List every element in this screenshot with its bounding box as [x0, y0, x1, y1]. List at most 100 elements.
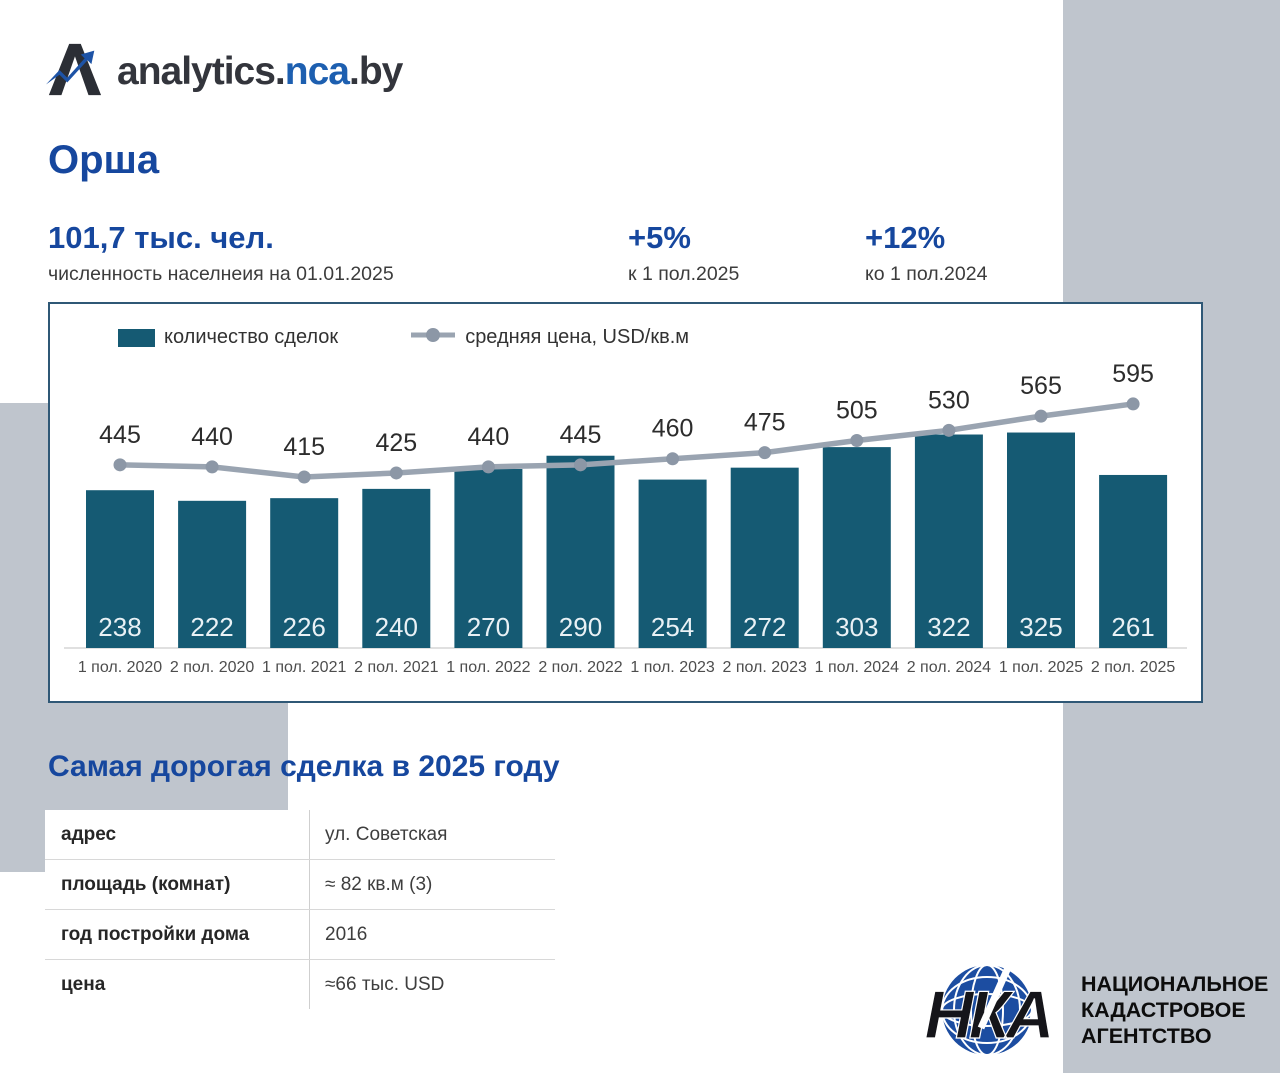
line-value-label: 445: [560, 421, 602, 449]
brand-logo: analytics.nca.by: [45, 40, 403, 103]
deal-table: адрес ул. Советская площадь (комнат) ≈ 82 к…: [45, 810, 555, 1009]
row-value: ≈66 тыс. USD: [325, 973, 445, 995]
line-series-marker-icon: [410, 326, 456, 349]
bar-series-swatch-icon: [118, 328, 155, 347]
x-tick-label: 2 пол. 2022: [538, 659, 622, 676]
line-value-label: 445: [99, 421, 141, 449]
chart-legend: количество сделок средняя цена, USD/кв.м: [118, 326, 689, 349]
line-point: [666, 452, 680, 466]
line-point: [389, 466, 403, 480]
bar: [270, 498, 339, 648]
table-row: цена ≈66 тыс. USD: [45, 959, 555, 1009]
stat-population-label: численность населнеия на 01.01.2025: [48, 263, 394, 285]
x-tick-label: 1 пол. 2024: [815, 659, 899, 676]
line-point: [850, 433, 864, 447]
brand-text-analytics: analytics.: [117, 49, 286, 93]
bar: [822, 447, 891, 648]
line-point: [481, 460, 495, 474]
bar-value-label: 303: [835, 612, 878, 642]
line-value-label: 460: [652, 415, 694, 443]
bar: [454, 468, 523, 648]
bar: [362, 488, 431, 648]
bar: [546, 455, 615, 648]
table-row: площадь (комнат) ≈ 82 кв.м (3): [45, 859, 555, 909]
bar: [1007, 432, 1075, 648]
table-row: адрес ул. Советская: [45, 810, 555, 859]
legend-label-price: средняя цена, USD/кв.м: [465, 326, 690, 348]
x-tick-label: 1 пол. 2022: [446, 659, 530, 676]
brand-name: analytics.nca.by: [117, 49, 403, 94]
bar-value-label: 222: [190, 612, 233, 642]
bar-value-label: 226: [283, 612, 326, 642]
x-tick-label: 2 пол. 2021: [354, 659, 438, 676]
line-point: [205, 460, 219, 474]
line-point: [113, 458, 127, 472]
line-value-label: 440: [468, 423, 510, 451]
agency-name: НАЦИОНАЛЬНОЕ КАДАСТРОВОЕ АГЕНТСТВО: [1081, 971, 1268, 1049]
bar-value-label: 240: [375, 612, 418, 642]
price-line: [119, 401, 1134, 480]
line-point: [1126, 397, 1140, 411]
line-value-label: 415: [283, 433, 325, 461]
agency-name-line: АГЕНТСТВО: [1081, 1023, 1212, 1048]
stat-population: 101,7 тыс. чел. численность населнеия на…: [48, 220, 394, 286]
bar-value-label: 238: [98, 612, 141, 642]
x-tick-label: 2 пол. 2023: [723, 659, 807, 676]
x-tick-label: 2 пол. 2025: [1091, 659, 1175, 676]
row-value: ул. Советская: [325, 823, 448, 845]
row-label: год постройки дома: [45, 910, 310, 959]
bar: [178, 500, 247, 648]
agency-name-line: КАДАСТРОВОЕ: [1081, 997, 1246, 1022]
bar-value-label: 290: [559, 612, 602, 642]
line-point: [574, 458, 587, 472]
line-point: [942, 423, 956, 437]
chart-panel: количество сделок средняя цена, USD/кв.м…: [48, 302, 1203, 703]
line-point: [297, 470, 311, 484]
x-tick-label: 1 пол. 2021: [262, 659, 346, 676]
agency-logo: НКА НАЦИОНАЛЬНОЕ КАДАСТРОВОЕ АГЕНТСТВО: [915, 950, 1268, 1063]
nka-globe-icon: НКА: [915, 950, 1065, 1063]
deal-section-title: Самая дорогая сделка в 2025 году: [48, 750, 560, 783]
stat-change-halfyear-value: +5%: [628, 220, 691, 255]
bar: [86, 490, 154, 648]
line-value-label: 440: [191, 423, 233, 451]
page-title: Орша: [48, 138, 160, 182]
bar-value-label: 325: [1019, 612, 1062, 642]
stat-population-value: 101,7 тыс. чел.: [48, 220, 274, 255]
line-value-label: 530: [928, 386, 970, 414]
line-value-label: 475: [744, 409, 786, 437]
stat-change-year-label: ко 1 пол.2024: [865, 263, 988, 285]
bar-value-label: 254: [651, 612, 694, 642]
table-row: год постройки дома 2016: [45, 909, 555, 959]
x-tick-label: 2 пол. 2024: [907, 659, 991, 676]
line-value-label: 565: [1020, 372, 1062, 400]
bar-value-label: 272: [743, 612, 786, 642]
bar-value-label: 261: [1111, 612, 1154, 642]
line-point: [1034, 409, 1048, 423]
x-tick-label: 1 пол. 2023: [630, 659, 714, 676]
x-tick-label: 1 пол. 2025: [999, 659, 1083, 676]
legend-item-deals: количество сделок: [118, 326, 338, 349]
line-value-label: 425: [375, 429, 417, 457]
row-label: адрес: [45, 810, 310, 859]
bar: [914, 434, 983, 648]
stat-change-year-value: +12%: [865, 220, 946, 255]
stat-change-year: +12% ко 1 пол.2024: [865, 220, 987, 286]
bar: [730, 467, 799, 648]
bar-value-label: 322: [927, 612, 970, 642]
line-point: [758, 446, 772, 460]
line-value-label: 505: [836, 396, 878, 424]
line-value-label: 595: [1112, 360, 1154, 388]
stat-change-halfyear: +5% к 1 пол.2025: [628, 220, 739, 286]
bar: [1099, 474, 1168, 648]
row-value: ≈ 82 кв.м (3): [325, 873, 433, 895]
legend-label-deals: количество сделок: [164, 326, 339, 348]
brand-text-by: .by: [348, 49, 403, 93]
x-tick-label: 1 пол. 2020: [78, 659, 162, 676]
agency-name-line: НАЦИОНАЛЬНОЕ: [1081, 971, 1269, 996]
x-tick-label: 2 пол. 2020: [170, 659, 254, 676]
brand-text-nca: nca: [284, 49, 350, 93]
combo-chart: 238 1 пол. 2020 222 2 пол. 2020 226 1 пол. 20…: [64, 360, 1187, 676]
bar: [638, 479, 707, 648]
row-label: площадь (комнат): [45, 860, 310, 909]
